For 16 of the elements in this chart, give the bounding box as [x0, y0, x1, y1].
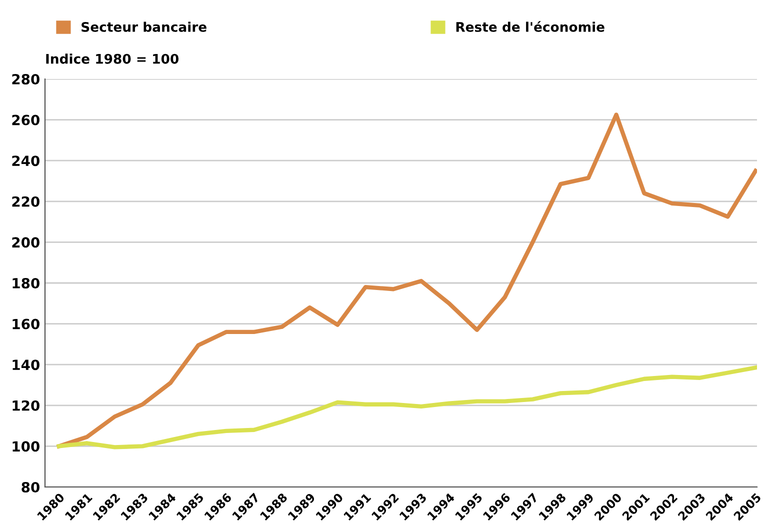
- y-tick-label: 240: [12, 156, 40, 166]
- legend-label: Secteur bancaire: [82, 22, 206, 32]
- y-tick-label: 100: [12, 441, 40, 452]
- y-tick-label: 160: [12, 318, 40, 330]
- legend-label: Reste de l'économie: [456, 21, 604, 32]
- y-tick-label: 200: [12, 237, 40, 248]
- y-tick-label: 260: [12, 114, 40, 126]
- y-tick-label: 140: [12, 360, 40, 370]
- line-series: [56, 366, 757, 450]
- y-tick-label: 80: [22, 482, 40, 492]
- y-tick-label: 120: [12, 400, 40, 411]
- y-axis-title: Indice 1980 = 100: [46, 54, 179, 64]
- line-series: [56, 112, 757, 448]
- y-tick-label: 180: [12, 278, 40, 288]
- y-tick-label: 280: [12, 74, 40, 84]
- y-tick-label: 220: [12, 196, 40, 207]
